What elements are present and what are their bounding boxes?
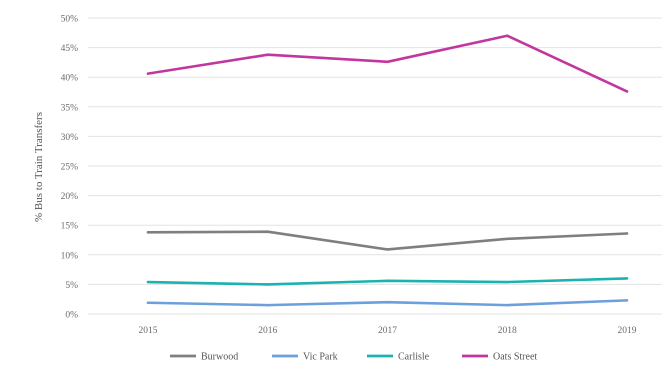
legend: Burwood Vic Park Carlisle Oats Street	[170, 352, 537, 363]
y-tick-label: 25%	[61, 163, 79, 173]
data-point-burwood	[506, 237, 509, 241]
series-line-oats-street	[146, 34, 629, 93]
y-tick-label: 10%	[61, 251, 79, 261]
y-tick-label: 35%	[61, 103, 79, 113]
y-tick-label: 45%	[61, 44, 79, 54]
data-point-vic-park	[386, 300, 389, 304]
y-tick-label: 15%	[61, 222, 79, 232]
x-tick-label: 2016	[258, 326, 277, 336]
data-point-carlisle	[146, 280, 150, 284]
x-tick-label: 2017	[378, 326, 397, 336]
x-tick-label: 2015	[139, 326, 158, 336]
x-axis-ticks: 2015 2016 2017 2018 2019	[139, 326, 637, 336]
data-point-vic-park	[506, 303, 509, 307]
data-point-burwood	[146, 231, 150, 234]
legend-label-oats-street: Oats Street	[493, 352, 537, 363]
data-point-vic-park	[625, 299, 629, 302]
x-tick-label: 2018	[498, 326, 517, 336]
data-point-oats-street	[386, 60, 389, 64]
y-tick-label: 40%	[61, 74, 79, 84]
data-point-carlisle	[506, 280, 509, 284]
data-point-burwood	[625, 232, 629, 235]
x-tick-label: 2019	[618, 326, 637, 336]
data-point-oats-street	[625, 90, 629, 93]
data-point-carlisle	[625, 277, 629, 280]
data-point-burwood	[266, 230, 269, 233]
y-tick-label: 50%	[61, 15, 79, 25]
gridlines	[88, 17, 662, 315]
legend-label-vic-park: Vic Park	[303, 352, 338, 363]
series-line-burwood	[146, 230, 629, 251]
data-point-burwood	[386, 248, 389, 251]
y-axis-ticks: 0% 5% 10% 15% 20% 25% 30% 35% 40% 45% 50%	[61, 15, 79, 321]
data-point-vic-park	[146, 301, 150, 304]
y-tick-label: 20%	[61, 192, 79, 202]
y-axis-title: % Bus to Train Transfers	[33, 112, 45, 222]
data-point-oats-street	[146, 72, 150, 75]
data-point-oats-street	[266, 53, 269, 56]
data-point-carlisle	[386, 279, 389, 283]
data-point-carlisle	[266, 283, 269, 286]
data-point-oats-street	[506, 34, 509, 37]
data-point-vic-park	[266, 303, 269, 307]
y-tick-label: 0%	[65, 311, 78, 321]
y-tick-label: 30%	[61, 133, 79, 143]
y-tick-label: 5%	[65, 281, 78, 291]
legend-label-carlisle: Carlisle	[398, 352, 430, 363]
legend-label-burwood: Burwood	[201, 352, 238, 363]
series-lines	[146, 34, 629, 307]
